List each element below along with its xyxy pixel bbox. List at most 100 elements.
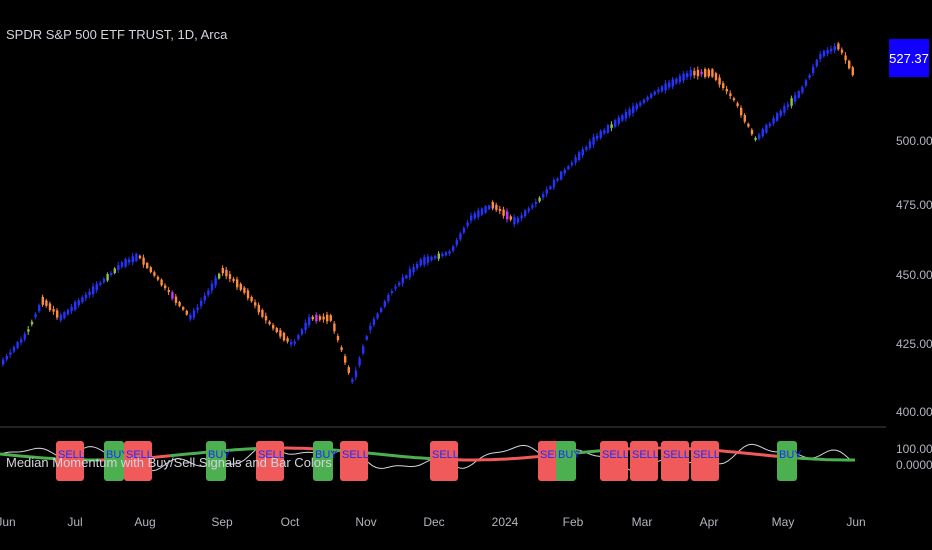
candle xyxy=(74,300,77,312)
candle xyxy=(383,299,386,309)
candle xyxy=(434,254,437,261)
candle xyxy=(570,160,574,168)
candle xyxy=(416,261,419,271)
candle xyxy=(365,335,368,341)
candle xyxy=(210,280,214,294)
candle xyxy=(621,113,624,123)
candle xyxy=(552,177,556,190)
candle xyxy=(401,273,404,287)
candle xyxy=(495,202,498,212)
candle xyxy=(603,128,606,136)
candle xyxy=(441,251,444,259)
candle xyxy=(678,73,682,85)
candle xyxy=(200,297,203,310)
candle xyxy=(819,50,822,62)
candle xyxy=(610,121,613,132)
candle xyxy=(844,52,847,64)
candle xyxy=(92,282,95,298)
candle xyxy=(66,308,70,316)
candle xyxy=(308,314,311,328)
candle xyxy=(578,150,581,162)
time-tick: 2024 xyxy=(491,515,519,529)
candle xyxy=(560,170,563,181)
signal-label: BUY xyxy=(208,449,231,461)
sell-signal: SELL xyxy=(256,441,285,481)
candle xyxy=(722,80,725,91)
candle xyxy=(452,244,455,253)
candle xyxy=(498,206,502,215)
candle xyxy=(387,292,390,304)
candle xyxy=(491,200,494,211)
candle xyxy=(63,310,66,320)
candle xyxy=(822,49,826,58)
candle xyxy=(138,254,142,260)
candle xyxy=(563,167,566,176)
candle xyxy=(318,314,322,322)
candle xyxy=(81,295,84,305)
candle xyxy=(740,105,743,118)
candle xyxy=(520,212,523,222)
candle xyxy=(282,331,286,342)
candle xyxy=(488,204,491,211)
candle xyxy=(639,100,642,108)
candle xyxy=(56,308,59,320)
candle xyxy=(477,207,480,220)
candle xyxy=(714,71,718,82)
price-tick: 475.00 xyxy=(896,198,932,212)
candle xyxy=(592,133,595,148)
indicator-title[interactable]: Median Momentum with Buy/Sell Signals an… xyxy=(6,455,332,470)
candle xyxy=(419,257,422,268)
candle xyxy=(653,90,656,96)
candle xyxy=(297,333,300,341)
candle xyxy=(671,76,674,90)
candle xyxy=(833,42,836,54)
buy-signal: BUY xyxy=(206,441,231,481)
candle xyxy=(149,266,152,274)
price-tick: 500.00 xyxy=(896,134,932,148)
candle xyxy=(167,287,170,296)
candle xyxy=(110,271,113,277)
sell-signal: SELL xyxy=(661,441,690,481)
candle xyxy=(693,67,696,79)
candle xyxy=(754,136,757,142)
symbol-title[interactable]: SPDR S&P 500 ETF TRUST, 1D, Arca xyxy=(6,27,228,42)
candle xyxy=(826,47,829,57)
candle xyxy=(642,98,646,105)
time-tick: May xyxy=(771,515,795,529)
candle xyxy=(758,132,761,141)
candle xyxy=(362,344,365,356)
candle xyxy=(344,353,347,365)
candle xyxy=(812,63,815,76)
candle xyxy=(513,214,516,228)
candle xyxy=(376,312,379,320)
signal-label: BUY xyxy=(779,449,802,461)
indicator-tick: 0.0000 xyxy=(896,458,932,472)
candle xyxy=(484,205,487,214)
candle xyxy=(304,319,307,334)
candle xyxy=(106,272,109,283)
candle xyxy=(797,90,800,99)
candle xyxy=(30,319,34,327)
candle xyxy=(596,133,599,142)
candle xyxy=(815,58,818,68)
candle xyxy=(556,177,559,183)
candle xyxy=(390,288,394,296)
signal-label: SELL xyxy=(432,449,459,461)
candle xyxy=(164,283,167,291)
candle xyxy=(228,270,232,283)
candle xyxy=(668,79,671,91)
candle xyxy=(848,59,851,70)
signal-label: SELL xyxy=(632,449,659,461)
candle xyxy=(599,129,602,140)
candle xyxy=(502,206,505,219)
candle xyxy=(113,267,116,275)
candle xyxy=(790,95,793,109)
candle xyxy=(257,302,260,315)
candle xyxy=(207,288,210,298)
candle xyxy=(743,113,746,124)
candle xyxy=(196,304,199,314)
time-tick: Feb xyxy=(562,515,584,529)
candle xyxy=(153,270,156,278)
signal-label: SELL xyxy=(342,449,369,461)
